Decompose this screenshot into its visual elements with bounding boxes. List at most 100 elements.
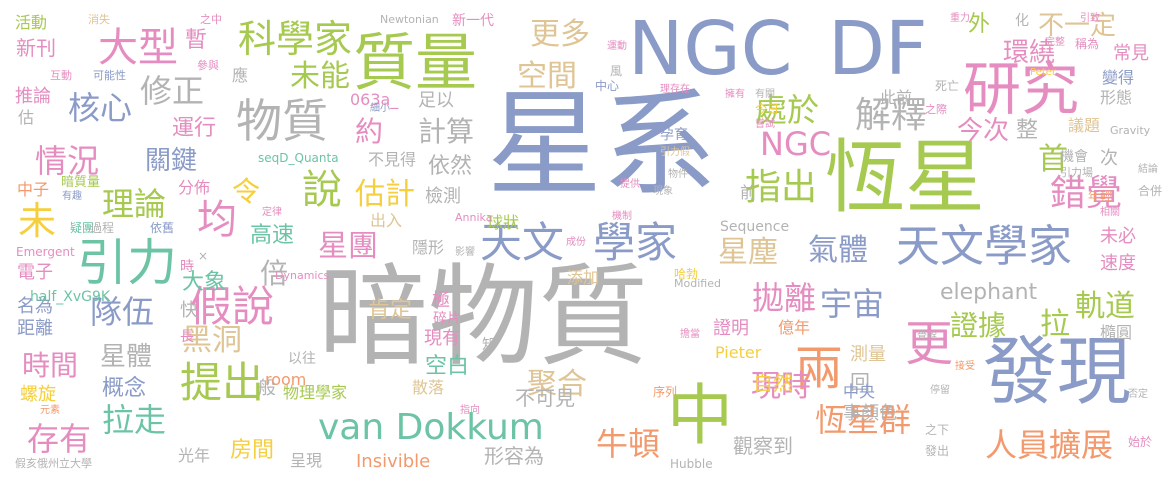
word: 自然 — [753, 371, 793, 395]
word: 物理學家 — [283, 383, 348, 402]
word: 星系 — [487, 78, 718, 212]
word: 肯定 — [368, 298, 413, 323]
word: 質量 — [353, 26, 478, 99]
word: 氣體 — [808, 233, 868, 268]
word: 機制 — [612, 211, 632, 222]
word: 聚合 — [527, 367, 587, 402]
word: 年輕 — [1088, 189, 1113, 203]
word: 拉走 — [102, 401, 167, 439]
word: Dynamics — [275, 269, 330, 282]
word: 新刊 — [16, 36, 56, 60]
word: Pieter — [715, 343, 762, 362]
word: 之際 — [925, 103, 947, 116]
word: 推論 — [15, 86, 51, 107]
word: 參與 — [197, 59, 219, 72]
word: 兩 — [795, 341, 844, 397]
word: 估計 — [355, 177, 415, 212]
word: 散落 — [412, 378, 445, 397]
word: elephant — [940, 280, 1038, 305]
word: 063a_ — [350, 90, 399, 109]
word: 中央 — [843, 382, 876, 401]
word: 有趣 — [62, 191, 82, 202]
word: 橢圓 — [1100, 323, 1133, 342]
word: 均 — [197, 197, 237, 243]
word: 證據 — [950, 309, 1007, 342]
word: half_XvG9K — [30, 289, 111, 305]
word: 疑團 — [70, 221, 95, 235]
word: Peter — [1030, 67, 1057, 78]
word: 形態 — [1100, 88, 1133, 107]
word: NGC — [628, 6, 793, 92]
word: 球狀 — [487, 213, 520, 232]
word: 定律 — [262, 207, 282, 218]
word: 錯覺 — [1050, 173, 1123, 214]
word: 時間 — [22, 349, 79, 382]
word: 關鍵 — [145, 146, 198, 176]
word: 大型 — [98, 25, 178, 71]
word: 完整 — [1045, 37, 1065, 48]
word: 恆星 — [825, 131, 985, 224]
word: 物件 — [668, 169, 688, 180]
word: Annika — [455, 211, 493, 224]
word: 死亡 — [935, 79, 960, 93]
word: 次 — [1100, 148, 1118, 169]
word: Modified — [674, 277, 721, 290]
word: 消失 — [88, 13, 110, 26]
word: 恆星群 — [815, 401, 912, 439]
word: 嘗試 — [755, 119, 775, 130]
word: 重力 — [950, 13, 970, 24]
word: 解釋 — [855, 95, 928, 136]
word: 運動 — [607, 41, 627, 52]
word: 孕育 — [660, 127, 688, 143]
word: 此前 — [880, 88, 913, 107]
word: 光年 — [178, 446, 211, 465]
word: 理存在 — [660, 84, 690, 95]
word: 牛頓 — [596, 425, 661, 463]
word: 宇宙 — [820, 285, 885, 323]
word: 首 — [1038, 142, 1068, 177]
word: 測量 — [850, 344, 886, 365]
word: 名為 — [17, 296, 53, 317]
word: 細小 — [370, 103, 390, 114]
word: 有關 — [755, 89, 775, 100]
word: 拋離 — [752, 279, 817, 317]
word: seqD_Quanta — [258, 151, 339, 165]
word: 稱為 — [1075, 37, 1100, 51]
word: 添加 — [567, 268, 600, 287]
word: 觀察到 — [733, 434, 793, 458]
word: 假說 — [190, 282, 275, 331]
word: 億年 — [778, 318, 811, 337]
word: 極 — [432, 290, 450, 311]
word: 過程 — [90, 221, 115, 235]
word: 序列 — [653, 385, 678, 399]
word: 化 — [1015, 13, 1029, 29]
word: 暫 — [185, 28, 208, 53]
word: 天文 — [480, 218, 565, 267]
word: 發現 — [983, 329, 1131, 415]
word: Sequence — [720, 219, 790, 235]
word: 影響 — [455, 247, 475, 258]
word: 以往 — [288, 351, 316, 367]
word: 接受 — [955, 361, 975, 372]
word: 快 — [180, 300, 198, 321]
word: 倍 — [260, 257, 289, 290]
word: 更 — [905, 316, 954, 372]
word: 不一定 — [1038, 11, 1117, 41]
word: 說 — [302, 167, 342, 213]
word: 之下 — [925, 423, 950, 437]
word: 檢測 — [425, 186, 461, 207]
word: 高速 — [250, 223, 295, 248]
word: 空間 — [517, 59, 577, 94]
word: 事顏色 — [843, 403, 897, 424]
word: 碎片 — [433, 311, 461, 327]
word: 整 — [1016, 118, 1039, 143]
word: 呈現 — [290, 451, 323, 470]
word: 活動 — [15, 13, 48, 32]
word: 中 — [667, 377, 733, 454]
word: 房間 — [230, 438, 275, 463]
word: 未 — [18, 199, 57, 243]
word: 引致 — [1080, 13, 1100, 24]
word: 未能 — [290, 59, 350, 94]
word: 回 — [850, 370, 870, 394]
